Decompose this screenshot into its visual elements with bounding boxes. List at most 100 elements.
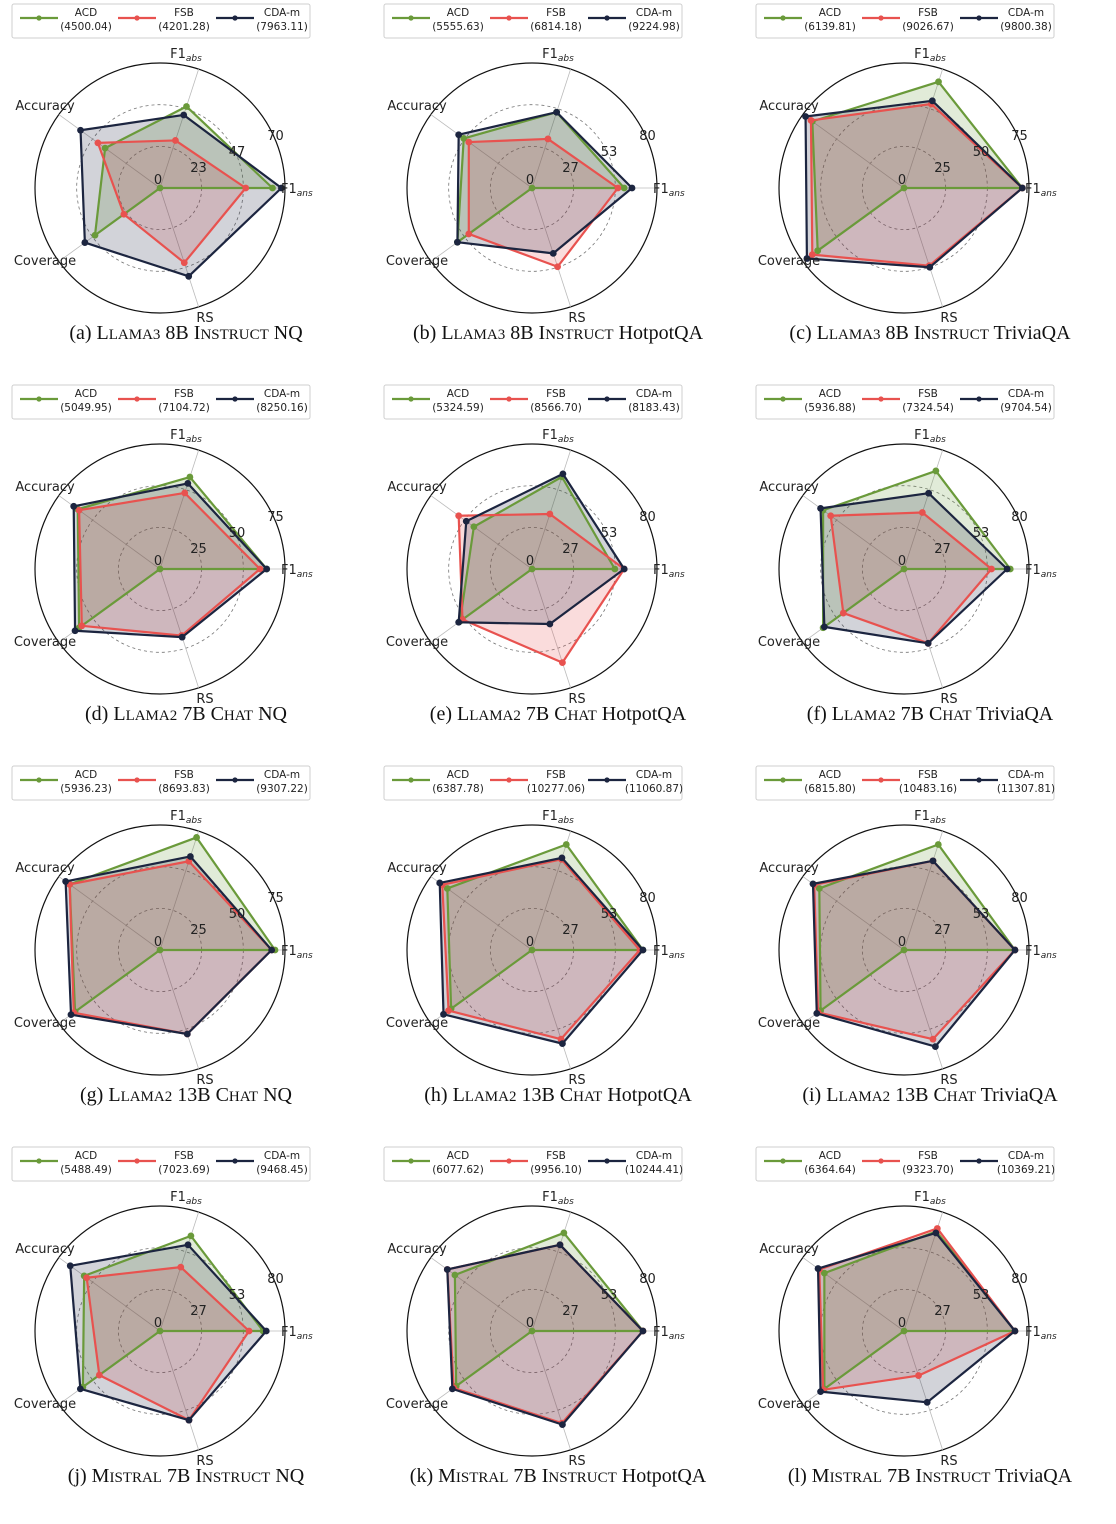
axis-label: F1abs [542,1190,574,1207]
radar-chart: ACD (5488.49) FSB (7023.69) CDA-m (9468.45) 0 2… [11,1146,313,1469]
legend-item: FSB (10277.06) [490,769,585,795]
legend-marker [232,15,238,21]
tick-label: 50 [229,907,246,922]
data-point [183,1030,191,1038]
data-point [813,1009,821,1017]
radar-panel: ACD (5049.95) FSB (7104.72) CDA-m (8250.16) 0 2… [0,381,372,762]
spoke [430,495,533,570]
tick-label: 0 [526,173,534,188]
spoke [531,449,572,570]
subfigure-caption: (i) LLAMA2 13B CHAT TriviaQA [802,1084,1058,1106]
data-point [269,184,276,192]
data-point [900,184,908,192]
data-point [91,231,99,239]
axis-labels: F1ans Accuracy Coverage RS F1abs [386,1190,685,1469]
tick-label: 25 [190,542,207,557]
legend-value: (9323.70) [902,1164,954,1176]
axis-label: RS [568,311,585,326]
tick-label: 0 [898,1316,906,1331]
subfigure-caption: (d) LLAMA2 7B CHAT NQ [85,703,287,725]
data-point [1011,1327,1019,1335]
legend: ACD (6139.81) FSB (9026.67) CDA-m (9800.38) [755,3,1055,39]
axis-label: F1ans [1025,182,1057,199]
data-point [180,259,188,267]
legend-item: FSB (4201.28) [118,7,210,33]
legend-value: (5488.49) [60,1164,112,1176]
tick-labels: 0 27 53 80 [898,510,1028,569]
series-line-cda-m [446,1243,645,1426]
legend-value: (9704.54) [1000,402,1052,414]
series-area-cda-m [73,483,267,638]
subfigure-caption: (e) LLAMA2 7B CHAT HotpotQA [429,703,687,725]
axis-labels: F1ans Accuracy Coverage RS F1abs [758,428,1057,707]
legend-marker [232,1158,238,1164]
tick-label: 50 [229,526,246,541]
tick-label: 25 [934,161,951,176]
tick-labels: 0 25 50 75 [154,510,284,569]
data-point [245,1327,253,1335]
data-point [262,1327,270,1335]
axis-label: Coverage [386,1397,448,1412]
legend-label: ACD [447,1150,469,1162]
data-point [443,1266,451,1273]
data-point [462,517,470,525]
legend-label: FSB [918,769,938,781]
data-point [802,113,809,120]
axis-label: F1ans [1025,944,1057,961]
tick-label: 80 [1011,510,1028,525]
tick-label: 75 [267,891,284,906]
tick-label: 80 [639,891,656,906]
axis-label: Accuracy [387,99,447,114]
tick-label: 0 [526,935,534,950]
axis-labels: F1ans Accuracy Coverage RS F1abs [14,47,313,326]
subfigure-caption: (l) MISTRAL 7B INSTRUCT TriviaQA [787,1465,1073,1487]
tick-labels: 0 27 53 80 [898,1272,1028,1331]
data-point [900,1327,908,1335]
axis-label: F1abs [542,47,574,64]
legend-value: (9468.45) [256,1164,308,1176]
legend-item: ACD (6364.64) [764,1150,856,1176]
legend-marker [506,396,512,402]
tick-labels: 0 27 53 80 [898,891,1028,950]
legend-value: (6387.78) [432,783,484,795]
tick-label: 0 [154,554,162,569]
legend-label: CDA-m [636,769,672,781]
series-area-fsb [468,138,618,267]
legend-value: (7023.69) [158,1164,210,1176]
data-point [263,565,271,573]
legend-item: ACD (4500.04) [20,7,112,33]
series-line-fsb [467,137,620,268]
tick-label: 0 [898,173,906,188]
series-line-cda-m [457,472,626,626]
legend-value: (5936.23) [60,783,112,795]
tick-label: 53 [973,1288,990,1303]
axis-label: Coverage [14,635,76,650]
axis-label: F1ans [653,182,685,199]
data-point [809,880,817,888]
radar-chart: ACD (6077.62) FSB (9956.10) CDA-m (10244.41) 0… [383,1146,685,1469]
data-point [120,210,128,218]
legend: ACD (6364.64) FSB (9323.70) CDA-m (10369.21) [755,1146,1055,1182]
axis-label: Accuracy [759,1242,819,1257]
data-point [440,1010,447,1018]
legend-value: (5936.88) [804,402,856,414]
axis-label: Accuracy [387,480,447,495]
data-point [186,853,194,860]
radar-panel: ACD (6364.64) FSB (9323.70) CDA-m (10369.21) 0… [744,1143,1116,1524]
series-line-fsb [457,512,626,664]
data-point [817,1388,824,1396]
series-layer [454,108,636,271]
legend-value: (4500.04) [60,21,112,33]
series-line-cda-m [438,856,645,1045]
data-point [156,946,164,954]
tick-label: 0 [526,1316,534,1331]
axis-labels: F1ans Accuracy Coverage RS F1abs [386,809,685,1088]
series-line-fsb [77,491,262,637]
legend-label: ACD [447,769,469,781]
data-point [443,885,451,892]
axis-labels: F1ans Accuracy Coverage RS F1abs [758,47,1057,326]
series-area-fsb [79,492,260,636]
axis-label: Accuracy [15,861,75,876]
series-area-acd [823,470,1011,628]
data-point [242,184,250,192]
